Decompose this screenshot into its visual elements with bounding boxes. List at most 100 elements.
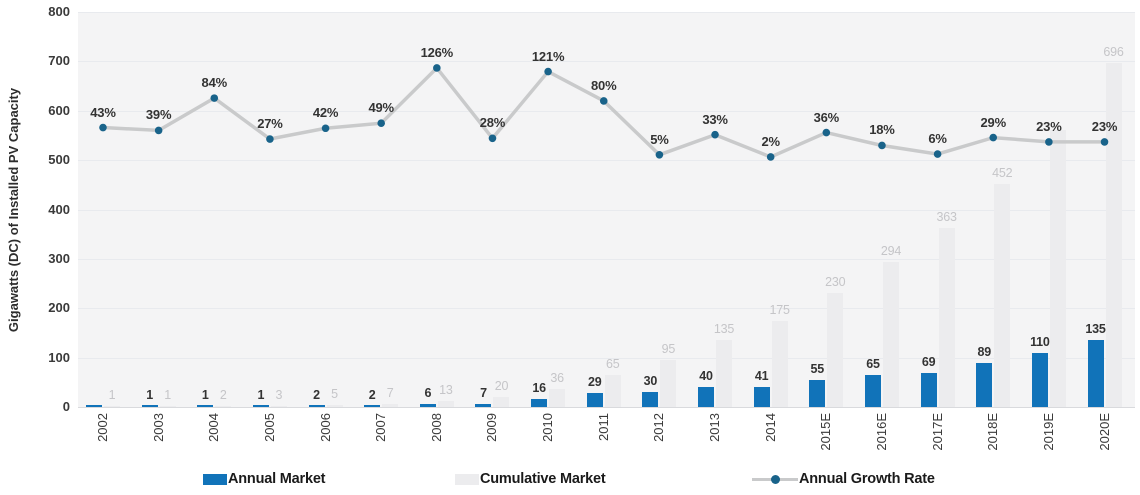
growth-rate-value-label: 121% xyxy=(531,48,565,64)
annual-market-bar xyxy=(976,363,993,407)
annual-market-bar xyxy=(753,386,770,407)
growth-rate-marker xyxy=(711,130,719,139)
annual-market-value-label: 65 xyxy=(866,356,880,371)
annual-market-value-label: 1 xyxy=(146,387,153,402)
annual-market-value-label: 55 xyxy=(810,361,825,376)
cumulative-market-bar xyxy=(771,320,788,407)
cumulative-market-value-label: 5 xyxy=(331,386,338,401)
growth-rate-marker xyxy=(933,150,942,158)
y-axis-tick-label: 500 xyxy=(48,152,70,168)
growth-rate-marker xyxy=(210,94,219,102)
cumulative-market-bar xyxy=(493,397,510,407)
annual-market-value-label: 7 xyxy=(480,385,487,400)
cumulative-market-value-label: 230 xyxy=(825,275,846,290)
cumulative-market-value-label: 13 xyxy=(439,382,453,397)
annual-market-bar xyxy=(141,405,158,407)
cumulative-market-bar xyxy=(1049,129,1066,407)
cumulative-market-bar xyxy=(270,405,287,407)
cumulative-market-bar xyxy=(604,374,621,407)
growth-rate-marker xyxy=(544,67,552,76)
gridline xyxy=(78,407,1135,408)
annual-market-value-label: 1 xyxy=(201,387,209,402)
annual-market-value-label: 40 xyxy=(699,369,713,384)
growth-rate-marker xyxy=(377,119,386,128)
cumulative-market-value-label: 2 xyxy=(219,387,227,402)
annual-market-bar xyxy=(586,392,603,407)
growth-rate-value-label: 80% xyxy=(591,77,617,93)
cumulative-market-bar xyxy=(1105,63,1122,407)
cumulative-market-swatch xyxy=(455,473,479,485)
y-axis-tick-label: 800 xyxy=(48,4,70,19)
annual-market-value-label: 1 xyxy=(257,387,265,402)
cumulative-market-value-label: 3 xyxy=(275,387,283,402)
annual-market-value-label: 135 xyxy=(1085,322,1106,337)
legend-label-annual-growth-rate: Annual Growth Rate xyxy=(799,471,935,487)
annual-market-bar xyxy=(920,372,937,407)
growth-rate-value-label: 23% xyxy=(1036,118,1062,134)
growth-rate-value-label: 27% xyxy=(257,116,283,132)
annual-market-bar xyxy=(864,374,881,407)
y-axis-tick-label: 300 xyxy=(48,250,70,266)
y-axis-tick-label: 700 xyxy=(48,53,70,69)
cumulative-market-bar xyxy=(159,405,176,407)
growth-rate-value-label: 39% xyxy=(145,107,172,123)
annual-market-value-label: 2 xyxy=(313,387,320,402)
cumulative-market-value-label: 363 xyxy=(936,209,957,224)
annual-growth-rate-swatch xyxy=(752,474,798,485)
cumulative-market-bar xyxy=(938,227,955,407)
legend-item-annual-market: Annual Market xyxy=(203,469,326,489)
gridline xyxy=(78,209,1135,211)
cumulative-market-value-label: 175 xyxy=(769,302,790,317)
growth-rate-value-label: 6% xyxy=(928,131,947,147)
annual-market-bar xyxy=(419,404,436,407)
cumulative-market-bar xyxy=(326,404,343,407)
y-axis-tick-label: 400 xyxy=(48,201,70,217)
cumulative-market-bar xyxy=(104,405,120,407)
annual-market-value-label: 29 xyxy=(587,374,602,389)
growth-rate-value-label: 28% xyxy=(479,115,506,131)
annual-market-value-label: 41 xyxy=(754,368,769,383)
cumulative-market-bar xyxy=(994,183,1011,407)
growth-rate-marker xyxy=(766,153,775,161)
cumulative-market-bar xyxy=(827,293,844,407)
growth-rate-value-label: 84% xyxy=(201,75,228,91)
growth-rate-marker xyxy=(599,97,608,105)
gridline xyxy=(78,357,1135,359)
growth-rate-marker xyxy=(878,141,886,150)
gridline xyxy=(78,258,1135,260)
growth-rate-marker xyxy=(99,123,107,132)
legend-label-cumulative-market: Cumulative Market xyxy=(480,471,606,487)
annual-market-value-label: 2 xyxy=(368,387,376,402)
growth-rate-value-label: 18% xyxy=(869,122,895,138)
annual-market-value-label: 30 xyxy=(643,374,658,389)
y-axis-tick-label: 200 xyxy=(48,300,70,316)
growth-rate-value-label: 43% xyxy=(90,104,116,120)
annual-market-value-label: 110 xyxy=(1030,334,1050,349)
cumulative-market-value-label: 20 xyxy=(494,379,509,394)
annual-market-bar xyxy=(809,379,826,407)
legend-item-annual-growth-rate: Annual Growth Rate xyxy=(752,469,935,489)
growth-rate-value-label: 126% xyxy=(420,44,454,60)
growth-line-swatch-marker xyxy=(771,474,780,484)
growth-rate-value-label: 33% xyxy=(702,111,728,127)
y-axis-tick-label: 100 xyxy=(48,349,70,365)
growth-rate-marker xyxy=(822,128,831,137)
gridline xyxy=(78,61,1135,63)
annual-market-bar xyxy=(475,403,492,407)
gridline xyxy=(78,12,1135,13)
growth-rate-marker xyxy=(433,64,441,72)
growth-rate-value-label: 29% xyxy=(980,114,1007,130)
cumulative-market-bar xyxy=(437,400,454,407)
cumulative-market-bar xyxy=(716,340,733,407)
annual-market-value-label: 16 xyxy=(532,381,546,396)
annual-market-swatch xyxy=(203,473,227,485)
growth-rate-value-label: 5% xyxy=(650,131,669,147)
legend-label-annual-market: Annual Market xyxy=(228,471,326,487)
cumulative-market-value-label: 135 xyxy=(713,322,735,337)
cumulative-market-value-label: 1 xyxy=(108,387,116,402)
growth-rate-value-label: 2% xyxy=(761,133,780,149)
annual-market-bar xyxy=(1031,352,1048,407)
cumulative-market-bar xyxy=(382,403,399,407)
